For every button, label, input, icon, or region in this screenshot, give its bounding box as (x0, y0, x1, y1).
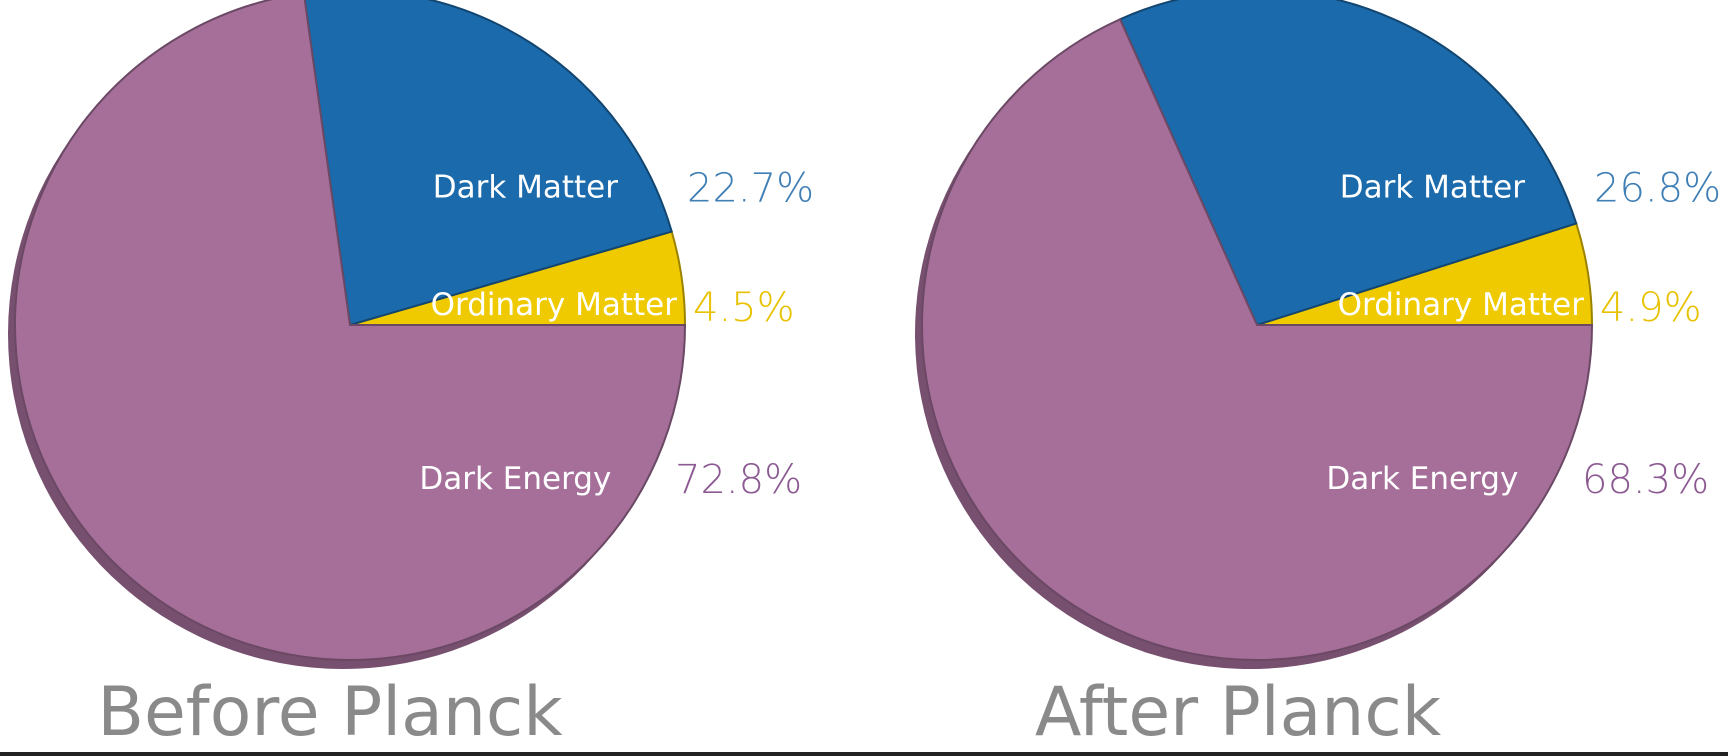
bottom-rule (0, 752, 1728, 756)
slice-label-dark-matter: Dark Matter (1340, 170, 1526, 206)
pie-title: After Planck (1035, 673, 1442, 752)
slice-dark-matter (1118, 0, 1578, 327)
slice-label-ordinary-matter: Ordinary Matter (431, 287, 678, 323)
pie-title: Before Planck (97, 673, 563, 752)
slice-value-dark-energy: 68.3% (1582, 457, 1709, 503)
slice-label-ordinary-matter: Ordinary Matter (1338, 287, 1585, 323)
slice-label-dark-energy: Dark Energy (1326, 461, 1518, 497)
slice-value-ordinary-matter: 4.9% (1600, 285, 1702, 331)
slice-value-ordinary-matter: 4.5% (693, 285, 795, 331)
slice-dark-matter (303, 0, 673, 327)
pie-after-planck: Ordinary Matter 4.9% Dark Matter 26.8% Dark … (914, 0, 1721, 752)
slice-value-dark-matter: 22.7% (687, 166, 814, 212)
slice-label-dark-matter: Dark Matter (433, 170, 619, 206)
slice-dark-energy (921, 17, 1594, 661)
slice-value-dark-matter: 26.8% (1594, 166, 1721, 212)
slice-value-dark-energy: 72.8% (675, 457, 802, 503)
pie-before-planck: Ordinary Matter 4.5% Dark Matter 22.7% Dark … (8, 0, 814, 752)
slice-dark-energy (14, 0, 687, 661)
slice-label-dark-energy: Dark Energy (419, 461, 611, 497)
